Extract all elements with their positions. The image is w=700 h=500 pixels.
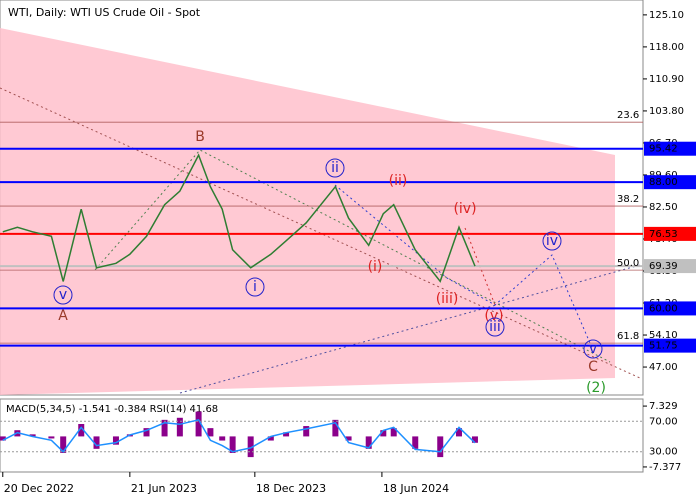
fib-label: 23.6	[617, 110, 639, 121]
x-tick-label: 18 Jun 2024	[383, 482, 449, 495]
macd-bar	[437, 436, 444, 458]
macd-bar	[365, 436, 372, 449]
wave-label: iv	[546, 233, 558, 249]
macd-bar	[112, 436, 119, 445]
x-tick-label: 21 Jun 2023	[131, 482, 197, 495]
macd-bar	[0, 436, 6, 441]
level-label: 51.75	[649, 341, 678, 352]
wave-label: i	[253, 279, 257, 295]
macd-bar	[229, 436, 236, 453]
macd-bar	[29, 434, 36, 437]
wave-label: (ii)	[389, 173, 408, 189]
indicator-pane	[0, 398, 644, 473]
level-label: 88.00	[649, 177, 678, 188]
macd-bar	[176, 417, 183, 437]
macd-bar	[247, 436, 254, 458]
macd-bar	[161, 419, 168, 437]
wave-circle	[245, 277, 265, 297]
macd-bar	[78, 423, 85, 437]
x-tick-label: 18 Dec 2023	[256, 482, 326, 495]
macd-tick-label: -7.377	[649, 462, 681, 473]
y-tick-label: 125.10	[649, 10, 684, 21]
macd-bar	[332, 419, 339, 437]
macd-bar	[143, 428, 150, 437]
level-label: 95.42	[649, 144, 678, 155]
rsi-line	[2, 418, 476, 453]
rsi-tick-label: 30.00	[649, 447, 678, 458]
wave-label: C	[588, 359, 598, 375]
level-tag	[644, 301, 696, 316]
macd-bar	[345, 436, 352, 441]
chart-title: WTI, Daily: WTI US Crude Oil - Spot	[8, 6, 201, 19]
wave-circle	[583, 339, 603, 359]
macd-bar	[471, 436, 478, 443]
macd-bar	[455, 428, 462, 437]
level-tag	[644, 338, 696, 353]
wave-label: (2)	[586, 380, 606, 396]
y-tick-label: 82.50	[649, 202, 678, 213]
y-tick-label: 103.80	[649, 106, 684, 117]
price-line	[2, 153, 476, 283]
fib-label: 50.0	[617, 258, 639, 269]
macd-bar	[412, 436, 419, 449]
macd-bar	[380, 430, 387, 437]
level-label: 76.53	[649, 229, 678, 240]
rsi-tick-label: 70.00	[649, 416, 678, 427]
level-tag	[644, 175, 696, 190]
wave-circle	[485, 317, 505, 337]
macd-bar	[93, 436, 100, 449]
macd-tick-label: 7.329	[649, 401, 678, 412]
macd-bar	[283, 432, 290, 437]
macd-bar	[207, 428, 214, 437]
wave-label: iii	[489, 319, 501, 335]
wave-circle	[325, 158, 345, 178]
channel	[0, 28, 615, 395]
wave-label: A	[58, 308, 68, 324]
wave-label: (iv)	[453, 201, 476, 217]
macd-bar	[48, 436, 55, 439]
wave-circle	[53, 285, 73, 305]
wave-path	[334, 184, 594, 351]
level-tag	[644, 259, 696, 274]
y-tick-label: 47.00	[649, 362, 678, 373]
y-tick-label: 110.90	[649, 74, 684, 85]
macd-bar	[195, 411, 202, 437]
level-tag	[644, 141, 696, 156]
macd-bar	[390, 428, 397, 437]
fib-label: 61.8	[617, 331, 639, 342]
fib-label: 38.2	[617, 194, 639, 205]
level-label: 69.39	[649, 261, 678, 272]
y-tick-label: 118.00	[649, 42, 684, 53]
wave-label: v	[589, 341, 597, 357]
macd-bar	[60, 436, 67, 453]
macd-bar	[303, 426, 310, 437]
wave-label: (i)	[368, 259, 383, 275]
wave-label: B	[195, 129, 205, 145]
x-tick-label: 20 Dec 2022	[4, 482, 74, 495]
wave-label: ii	[331, 160, 339, 176]
level-label: 60.00	[649, 303, 678, 314]
wave-label: v	[59, 287, 67, 303]
wave-circle	[542, 231, 562, 251]
macd-bar	[267, 436, 274, 441]
macd-bar	[219, 436, 226, 441]
level-tag	[644, 226, 696, 241]
indicator-label: MACD(5,34,5) -1.541 -0.384 RSI(14) 41.68	[6, 404, 218, 415]
y-tick-label: 54.10	[649, 330, 678, 341]
wave-label: (iii)	[436, 291, 459, 307]
